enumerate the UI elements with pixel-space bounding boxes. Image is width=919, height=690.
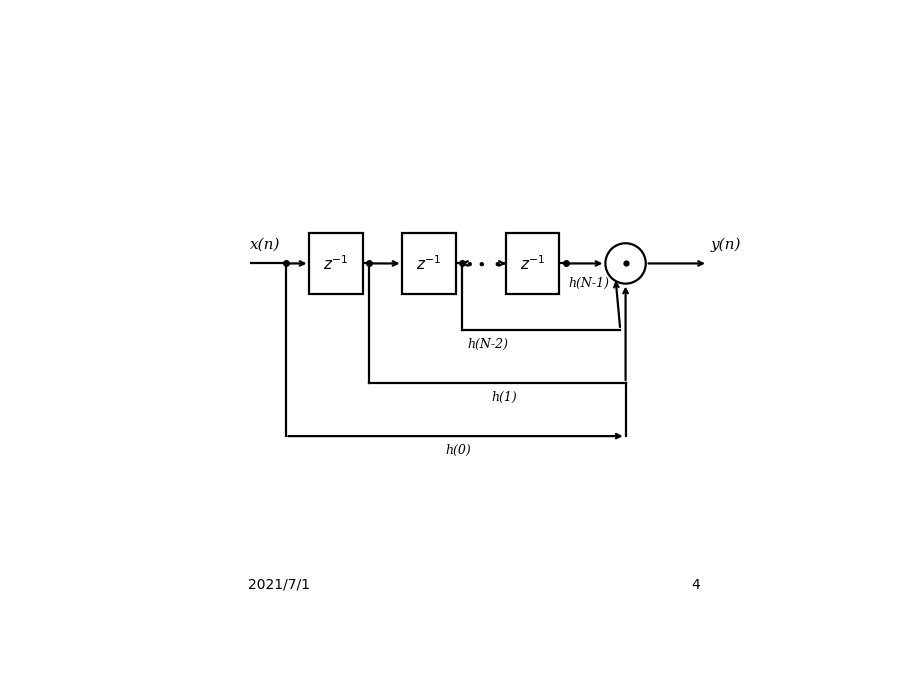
- FancyBboxPatch shape: [505, 233, 559, 294]
- Text: $z^{-1}$: $z^{-1}$: [519, 254, 545, 273]
- Text: $z^{-1}$: $z^{-1}$: [415, 254, 441, 273]
- Text: h(N-1): h(N-1): [568, 277, 608, 290]
- Text: y(n): y(n): [709, 237, 741, 252]
- Text: h(N-2): h(N-2): [467, 338, 507, 351]
- Text: 4: 4: [690, 578, 699, 592]
- FancyBboxPatch shape: [309, 233, 362, 294]
- Text: 2021/7/1: 2021/7/1: [248, 578, 310, 592]
- Text: $\bullet\bullet\bullet$: $\bullet\bullet\bullet$: [463, 256, 500, 271]
- Text: $z^{-1}$: $z^{-1}$: [323, 254, 348, 273]
- Text: h(0): h(0): [445, 444, 471, 457]
- FancyBboxPatch shape: [402, 233, 455, 294]
- Circle shape: [605, 244, 645, 284]
- Text: h(1): h(1): [491, 391, 516, 404]
- Text: x(n): x(n): [250, 238, 280, 252]
